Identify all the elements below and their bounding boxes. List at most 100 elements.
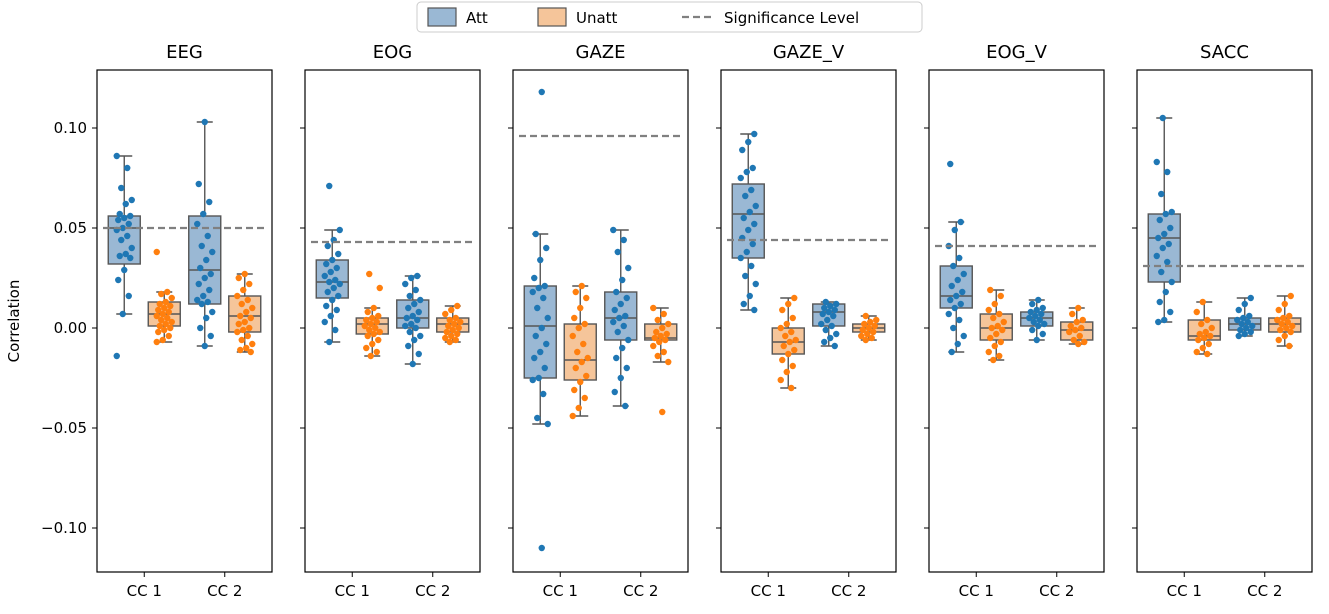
att-point bbox=[327, 312, 334, 320]
att-point bbox=[619, 344, 626, 352]
att-point bbox=[1026, 314, 1033, 322]
att-point bbox=[415, 308, 422, 316]
unatt-point bbox=[1076, 332, 1083, 340]
att-point bbox=[203, 256, 210, 264]
att-point bbox=[947, 296, 954, 304]
att-point bbox=[1033, 336, 1040, 344]
unatt-point bbox=[569, 332, 576, 340]
panel-gaze-v: GAZE_V CC 1 CC 2 bbox=[716, 42, 897, 600]
unatt-point bbox=[571, 314, 578, 322]
unatt-point bbox=[1193, 348, 1200, 356]
unatt-point bbox=[370, 330, 377, 338]
unatt-point bbox=[788, 328, 795, 336]
unatt-point bbox=[448, 306, 455, 314]
att-point bbox=[960, 270, 967, 278]
att-point bbox=[411, 336, 418, 344]
att-point bbox=[529, 288, 536, 296]
unatt-point bbox=[446, 338, 453, 346]
panel-eog: EOG CC 1 CC 2 bbox=[300, 42, 481, 600]
att-point bbox=[1167, 224, 1174, 232]
unatt-point bbox=[577, 378, 584, 386]
unatt-point bbox=[363, 344, 370, 352]
unatt-point bbox=[577, 304, 584, 312]
x-tick-label: CC 1 bbox=[543, 582, 578, 600]
unatt-point bbox=[789, 314, 796, 322]
att-point bbox=[737, 254, 744, 262]
att-point bbox=[945, 310, 952, 318]
att-point bbox=[409, 312, 416, 320]
unatt-point bbox=[791, 294, 798, 302]
unatt-point bbox=[372, 324, 379, 332]
att-point bbox=[617, 374, 624, 382]
x-tick-label: CC 2 bbox=[1039, 582, 1074, 600]
unatt-point bbox=[584, 354, 591, 362]
unatt-point bbox=[569, 412, 576, 420]
att-point bbox=[1241, 300, 1248, 308]
x-tick-label: CC 1 bbox=[751, 582, 786, 600]
att-point bbox=[825, 308, 832, 316]
att-point bbox=[535, 284, 542, 292]
att-point bbox=[209, 308, 216, 316]
att-point bbox=[951, 304, 958, 312]
att-point bbox=[532, 332, 539, 340]
att-point bbox=[1237, 326, 1244, 334]
att-point bbox=[1039, 304, 1046, 312]
unatt-point bbox=[167, 302, 174, 310]
att-point bbox=[1033, 306, 1040, 314]
unatt-point bbox=[1207, 332, 1214, 340]
att-point bbox=[950, 324, 957, 332]
unatt-point bbox=[452, 314, 459, 322]
unatt-point bbox=[1278, 320, 1285, 328]
att-point bbox=[118, 184, 125, 192]
att-point bbox=[127, 212, 134, 220]
unatt-point bbox=[1286, 312, 1293, 320]
att-point bbox=[818, 320, 825, 328]
y-tick-label: −0.05 bbox=[41, 419, 87, 437]
att-point bbox=[1159, 114, 1166, 122]
att-point bbox=[329, 296, 336, 304]
att-point bbox=[203, 314, 210, 322]
unatt-point bbox=[571, 386, 578, 394]
att-point bbox=[194, 296, 201, 304]
unatt-point bbox=[366, 270, 373, 278]
att-point bbox=[752, 202, 759, 210]
att-point bbox=[206, 286, 213, 294]
att-point bbox=[330, 284, 337, 292]
att-point bbox=[336, 280, 343, 288]
att-point bbox=[327, 268, 334, 276]
unatt-point bbox=[1281, 332, 1288, 340]
unatt-point bbox=[1069, 310, 1076, 318]
unatt-point bbox=[168, 318, 175, 326]
att-point bbox=[531, 354, 538, 362]
unatt-point bbox=[987, 334, 994, 342]
att-point bbox=[1168, 278, 1175, 286]
att-point bbox=[531, 274, 538, 282]
att-point bbox=[1035, 322, 1042, 330]
legend-unatt-swatch bbox=[537, 7, 567, 27]
att-point bbox=[751, 220, 758, 228]
unatt-point bbox=[241, 270, 248, 278]
unatt-point bbox=[574, 348, 581, 356]
x-tick-label: CC 1 bbox=[1167, 582, 1202, 600]
att-point bbox=[613, 288, 620, 296]
unatt-point bbox=[654, 316, 661, 324]
unatt-point bbox=[665, 320, 672, 328]
att-point bbox=[195, 180, 202, 188]
att-point bbox=[748, 262, 755, 270]
unatt-point bbox=[164, 288, 171, 296]
y-tick-label: −0.10 bbox=[41, 519, 87, 537]
att-point bbox=[321, 318, 328, 326]
att-point bbox=[540, 294, 547, 302]
att-point bbox=[742, 192, 749, 200]
att-point bbox=[1167, 308, 1174, 316]
unatt-point bbox=[159, 336, 166, 344]
unatt-point bbox=[659, 408, 666, 416]
unatt-point bbox=[159, 310, 166, 318]
unatt-point bbox=[1283, 324, 1290, 332]
att-point bbox=[1247, 328, 1254, 336]
att-point bbox=[954, 340, 961, 348]
unatt-point bbox=[158, 316, 165, 324]
unatt-point bbox=[168, 294, 175, 302]
